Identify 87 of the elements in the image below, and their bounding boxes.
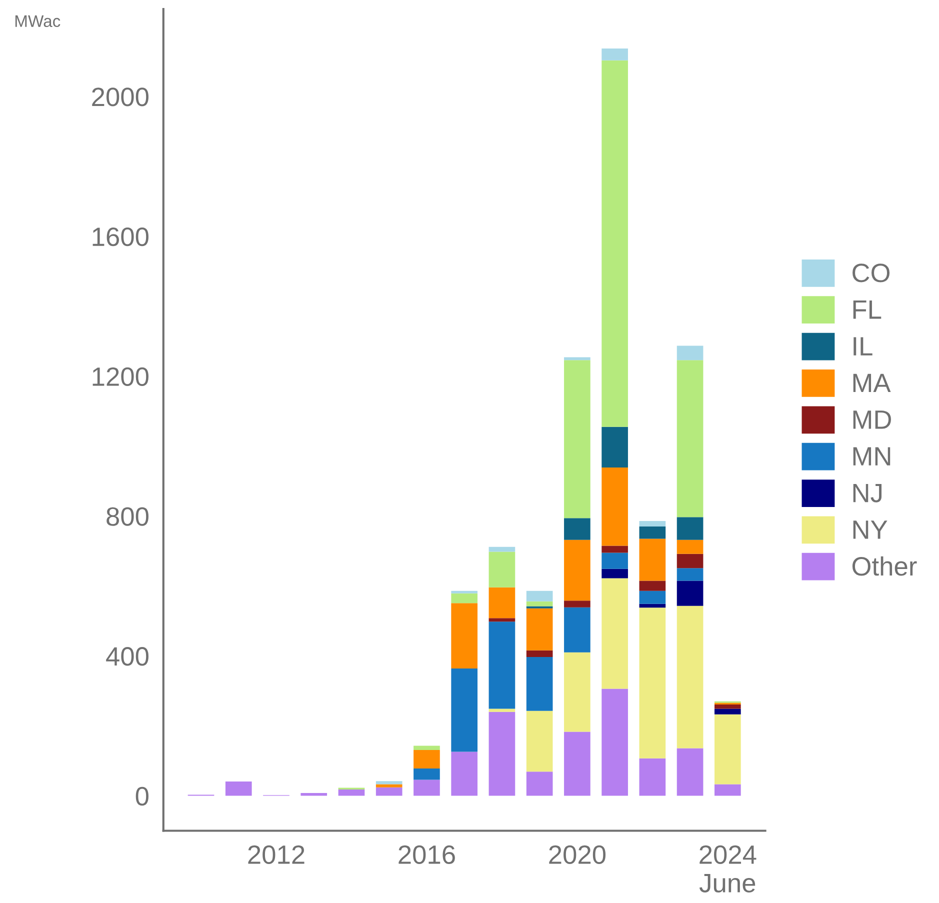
bar	[676, 517, 704, 540]
legend-label: NY	[853, 520, 888, 539]
legend-label: MD	[853, 410, 891, 429]
bar	[639, 758, 666, 796]
bar	[376, 787, 402, 796]
bar	[451, 590, 478, 594]
bar	[602, 568, 628, 578]
bar	[676, 606, 704, 748]
bar	[639, 526, 666, 539]
bar	[564, 732, 590, 796]
legend-label: NJ	[853, 484, 882, 502]
y-tick-label: 0	[136, 786, 148, 806]
bar	[602, 48, 628, 60]
bar	[676, 360, 704, 518]
bar	[676, 346, 704, 360]
legend-label: IL	[854, 337, 872, 356]
bar	[414, 750, 440, 769]
bar	[714, 714, 741, 784]
bar	[376, 781, 402, 784]
bar	[451, 752, 478, 796]
legend-label: MA	[853, 374, 891, 392]
y-tick-label: 1200	[92, 367, 148, 386]
legend-label: Other	[852, 556, 917, 576]
bar	[414, 780, 440, 796]
bar	[300, 792, 328, 796]
x-tick-label: 2016	[398, 845, 455, 864]
bar	[602, 426, 628, 468]
bar	[526, 710, 553, 772]
bar	[714, 704, 741, 709]
bar	[488, 618, 516, 622]
bar	[639, 590, 666, 604]
bar	[676, 554, 704, 568]
bar	[602, 552, 628, 569]
y-tick-label: 400	[106, 647, 148, 666]
bar	[602, 546, 628, 553]
bar	[639, 580, 666, 591]
bar	[639, 604, 666, 608]
y-tick-label: 800	[106, 507, 148, 526]
bar	[526, 601, 553, 606]
bar	[451, 593, 478, 604]
bar	[714, 708, 741, 714]
x-tick-label: 2024 June	[699, 845, 756, 892]
bar	[676, 540, 704, 554]
bar	[639, 520, 666, 527]
bar	[488, 622, 516, 709]
bar	[225, 781, 252, 796]
bar	[602, 60, 628, 427]
bar	[564, 652, 590, 732]
bar	[488, 552, 516, 588]
bar	[488, 708, 516, 712]
bar	[488, 712, 516, 796]
bar	[714, 784, 741, 796]
bar	[639, 538, 666, 581]
bar	[376, 784, 402, 788]
bar	[526, 772, 553, 796]
bar	[526, 590, 553, 602]
y-tick-label: 2000	[92, 88, 148, 106]
bar	[602, 578, 628, 689]
bar	[564, 518, 590, 540]
bar	[602, 688, 628, 796]
bar	[488, 587, 516, 618]
y-tick-label: 1600	[92, 227, 148, 246]
bar	[414, 746, 440, 750]
bar	[414, 768, 440, 780]
legend-label: CO	[852, 264, 890, 282]
y-axis-title: MWac	[15, 15, 60, 28]
bar	[526, 656, 553, 711]
x-tick-label: 2012	[248, 845, 304, 864]
bar	[451, 668, 478, 752]
bar	[338, 790, 365, 796]
bar	[639, 608, 666, 758]
x-tick-label: 2020	[549, 845, 606, 864]
bar	[564, 360, 590, 518]
bar	[451, 603, 478, 669]
bar	[526, 608, 553, 650]
bar	[564, 607, 590, 652]
bar	[526, 650, 553, 657]
legend-label: FL	[853, 300, 882, 319]
bar	[564, 357, 590, 360]
bar	[488, 546, 516, 552]
bar	[676, 580, 704, 606]
bar	[676, 568, 704, 581]
bar	[602, 467, 628, 546]
bar	[564, 600, 590, 608]
bar	[676, 748, 704, 796]
legend-label: MN	[853, 447, 890, 466]
bar	[564, 540, 590, 601]
